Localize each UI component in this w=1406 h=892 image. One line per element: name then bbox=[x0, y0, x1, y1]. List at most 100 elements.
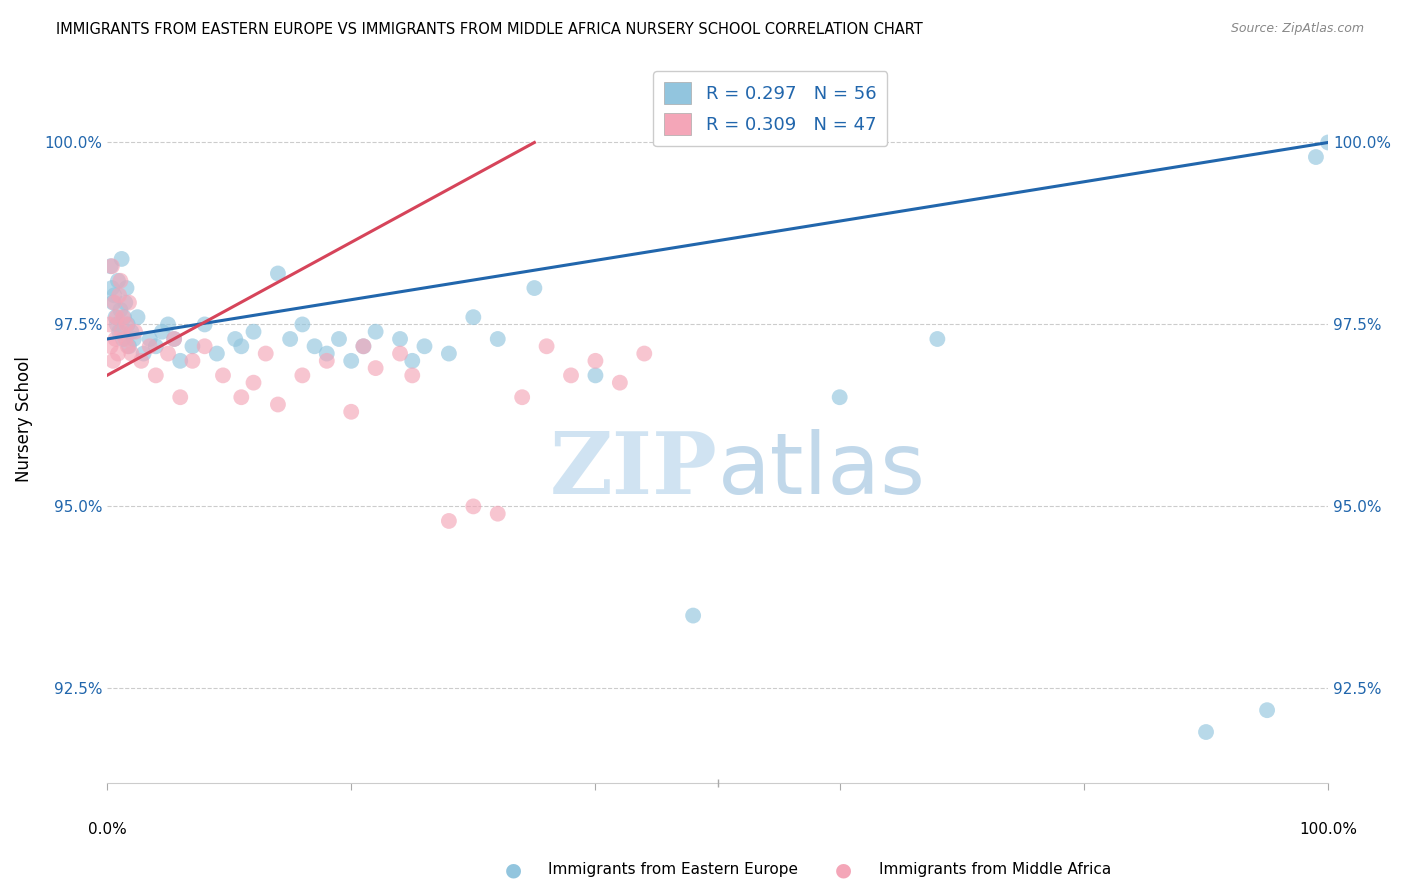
Point bbox=[231, 339, 253, 353]
Point bbox=[111, 310, 134, 325]
Point bbox=[315, 354, 337, 368]
Point bbox=[145, 339, 167, 353]
Text: atlas: atlas bbox=[717, 428, 925, 511]
Point bbox=[267, 397, 290, 411]
Point bbox=[115, 281, 138, 295]
Point bbox=[609, 376, 631, 390]
Point bbox=[111, 332, 134, 346]
Point bbox=[486, 332, 509, 346]
Point bbox=[224, 332, 246, 346]
Point bbox=[401, 368, 423, 383]
Text: IMMIGRANTS FROM EASTERN EUROPE VS IMMIGRANTS FROM MIDDLE AFRICA NURSERY SCHOOL C: IMMIGRANTS FROM EASTERN EUROPE VS IMMIGR… bbox=[56, 22, 922, 37]
Point bbox=[103, 295, 125, 310]
Point bbox=[352, 339, 374, 353]
Point bbox=[1305, 150, 1327, 164]
Point bbox=[1195, 725, 1218, 739]
Point bbox=[101, 259, 124, 273]
Text: 100.0%: 100.0% bbox=[1299, 822, 1357, 837]
Point bbox=[132, 346, 155, 360]
Point bbox=[124, 325, 146, 339]
Point bbox=[100, 259, 122, 273]
Legend: R = 0.297   N = 56, R = 0.309   N = 47: R = 0.297 N = 56, R = 0.309 N = 47 bbox=[654, 71, 887, 146]
Point bbox=[120, 325, 142, 339]
Point bbox=[205, 346, 228, 360]
Point bbox=[112, 310, 135, 325]
Point bbox=[340, 405, 363, 419]
Point bbox=[150, 325, 173, 339]
Point bbox=[163, 332, 186, 346]
Point bbox=[254, 346, 277, 360]
Point bbox=[231, 390, 253, 404]
Point bbox=[120, 346, 142, 360]
Point bbox=[163, 332, 186, 346]
Text: Source: ZipAtlas.com: Source: ZipAtlas.com bbox=[1230, 22, 1364, 36]
Point bbox=[1256, 703, 1278, 717]
Point bbox=[169, 390, 191, 404]
Point bbox=[117, 318, 139, 332]
Point bbox=[437, 346, 460, 360]
Point bbox=[413, 339, 436, 353]
Point bbox=[212, 368, 235, 383]
Point bbox=[111, 252, 134, 266]
Point bbox=[100, 339, 122, 353]
Point bbox=[315, 346, 337, 360]
Point bbox=[389, 346, 412, 360]
Text: ●: ● bbox=[505, 860, 522, 880]
Point bbox=[105, 318, 128, 332]
Point bbox=[583, 368, 606, 383]
Point bbox=[1317, 136, 1340, 150]
Point bbox=[463, 310, 485, 325]
Point bbox=[101, 281, 124, 295]
Point bbox=[437, 514, 460, 528]
Point bbox=[101, 295, 124, 310]
Point bbox=[340, 354, 363, 368]
Point bbox=[108, 288, 131, 302]
Point bbox=[194, 339, 217, 353]
Point bbox=[115, 318, 138, 332]
Point bbox=[111, 325, 134, 339]
Point bbox=[157, 318, 180, 332]
Point bbox=[181, 339, 204, 353]
Point bbox=[583, 354, 606, 368]
Point bbox=[560, 368, 582, 383]
Point bbox=[927, 332, 949, 346]
Point bbox=[352, 339, 374, 353]
Point bbox=[104, 332, 127, 346]
Point bbox=[114, 295, 136, 310]
Point bbox=[127, 310, 149, 325]
Point bbox=[278, 332, 301, 346]
Y-axis label: Nursery School: Nursery School bbox=[15, 356, 32, 482]
Point bbox=[138, 339, 160, 353]
Point bbox=[682, 608, 704, 623]
Point bbox=[328, 332, 350, 346]
Point bbox=[242, 376, 264, 390]
Point bbox=[129, 354, 152, 368]
Point bbox=[267, 267, 290, 281]
Point bbox=[242, 325, 264, 339]
Text: Immigrants from Eastern Europe: Immigrants from Eastern Europe bbox=[548, 863, 799, 877]
Point bbox=[828, 390, 851, 404]
Point bbox=[181, 354, 204, 368]
Point bbox=[110, 302, 132, 317]
Point bbox=[138, 332, 160, 346]
Point bbox=[291, 318, 314, 332]
Point bbox=[117, 339, 139, 353]
Point bbox=[103, 288, 125, 302]
Point bbox=[108, 325, 131, 339]
Point bbox=[145, 368, 167, 383]
Point bbox=[157, 346, 180, 360]
Point bbox=[523, 281, 546, 295]
Point bbox=[291, 368, 314, 383]
Point bbox=[536, 339, 558, 353]
Point bbox=[304, 339, 326, 353]
Point bbox=[110, 274, 132, 288]
Point bbox=[194, 318, 217, 332]
Point bbox=[169, 354, 191, 368]
Point bbox=[633, 346, 655, 360]
Point bbox=[463, 500, 485, 514]
Point bbox=[364, 325, 387, 339]
Point bbox=[118, 339, 141, 353]
Text: ●: ● bbox=[835, 860, 852, 880]
Point bbox=[510, 390, 533, 404]
Point bbox=[114, 332, 136, 346]
